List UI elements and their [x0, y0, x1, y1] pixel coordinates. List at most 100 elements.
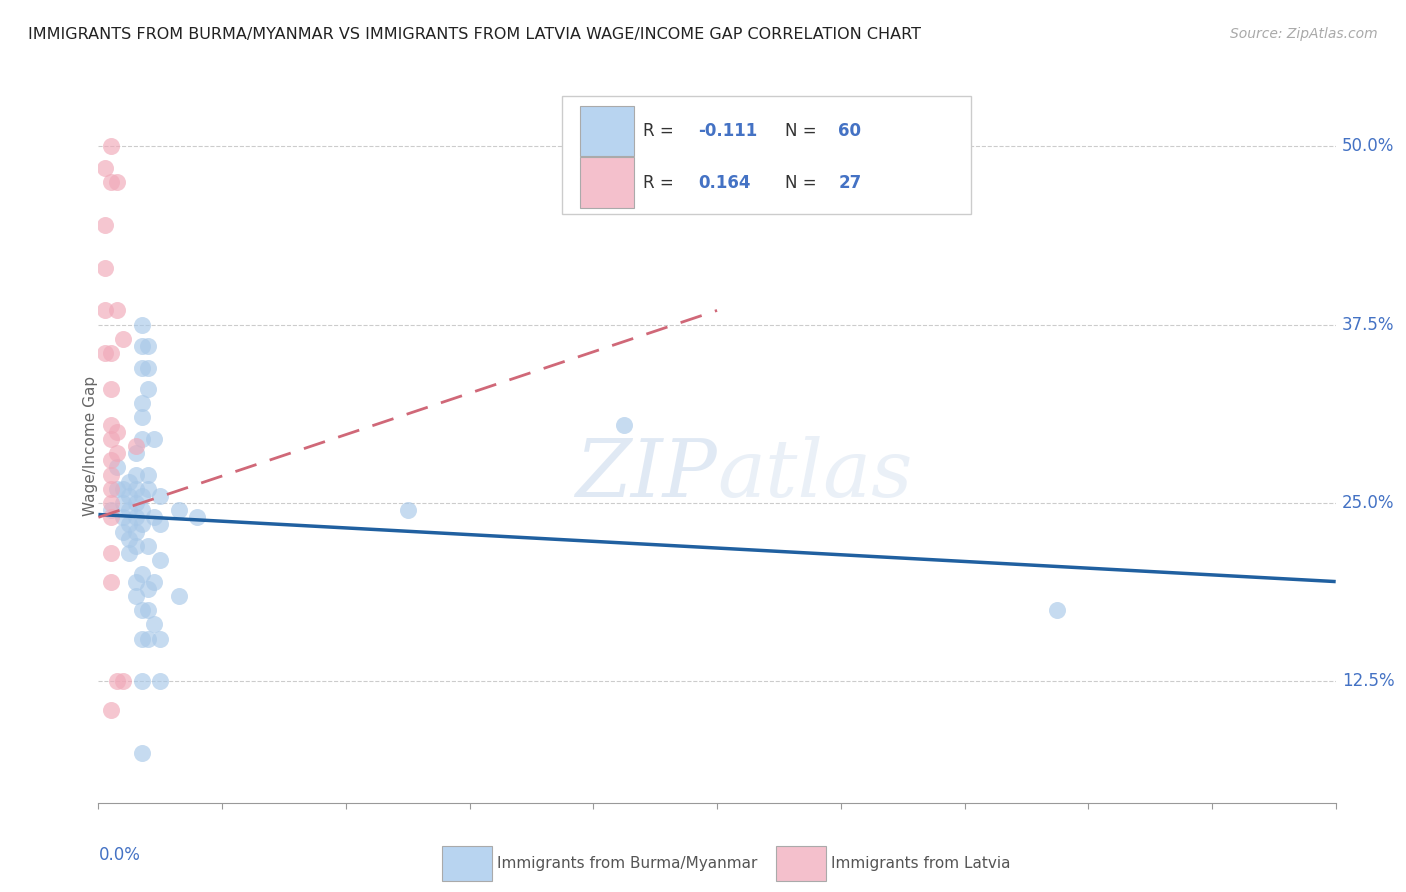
Point	[136, 467, 159, 482]
Point	[131, 410, 153, 425]
Point	[396, 503, 419, 517]
Text: IMMIGRANTS FROM BURMA/MYANMAR VS IMMIGRANTS FROM LATVIA WAGE/INCOME GAP CORRELAT: IMMIGRANTS FROM BURMA/MYANMAR VS IMMIGRA…	[28, 27, 921, 42]
Point	[112, 482, 135, 496]
Text: Immigrants from Latvia: Immigrants from Latvia	[831, 856, 1011, 871]
Text: ZIP: ZIP	[575, 436, 717, 513]
Point	[100, 703, 122, 717]
Text: atlas: atlas	[717, 436, 912, 513]
Point	[100, 510, 122, 524]
Point	[124, 539, 146, 553]
Point	[167, 503, 190, 517]
Point	[93, 303, 115, 318]
Point	[136, 603, 159, 617]
Point	[124, 467, 146, 482]
Point	[124, 482, 146, 496]
Point	[149, 632, 172, 646]
Point	[112, 524, 135, 539]
Point	[124, 589, 146, 603]
Point	[131, 360, 153, 375]
Point	[118, 546, 141, 560]
Point	[105, 460, 128, 475]
Point	[186, 510, 208, 524]
Point	[124, 510, 146, 524]
Text: 0.164: 0.164	[699, 174, 751, 192]
Text: 25.0%: 25.0%	[1341, 494, 1395, 512]
Point	[131, 567, 153, 582]
Point	[112, 674, 135, 689]
FancyBboxPatch shape	[562, 96, 970, 214]
Point	[105, 425, 128, 439]
Point	[136, 582, 159, 596]
Point	[131, 396, 153, 410]
Point	[131, 674, 153, 689]
Text: 50.0%: 50.0%	[1341, 137, 1395, 155]
Point	[118, 532, 141, 546]
Point	[100, 574, 122, 589]
Point	[136, 539, 159, 553]
FancyBboxPatch shape	[443, 847, 492, 880]
FancyBboxPatch shape	[776, 847, 825, 880]
Point	[131, 517, 153, 532]
Text: N =: N =	[785, 174, 823, 192]
Point	[131, 339, 153, 353]
Point	[118, 489, 141, 503]
Text: 0.0%: 0.0%	[98, 846, 141, 863]
Point	[136, 339, 159, 353]
Point	[131, 632, 153, 646]
Point	[100, 467, 122, 482]
Point	[100, 503, 122, 517]
Point	[143, 617, 166, 632]
Point	[93, 260, 115, 275]
Point	[131, 503, 153, 517]
Point	[100, 346, 122, 360]
Point	[112, 510, 135, 524]
Point	[124, 439, 146, 453]
Text: 37.5%: 37.5%	[1341, 316, 1395, 334]
Point	[143, 432, 166, 446]
FancyBboxPatch shape	[579, 105, 634, 156]
Point	[1046, 603, 1069, 617]
Point	[100, 432, 122, 446]
Point	[124, 574, 146, 589]
Point	[124, 524, 146, 539]
Point	[143, 574, 166, 589]
Point	[100, 496, 122, 510]
Point	[143, 510, 166, 524]
Point	[100, 382, 122, 396]
Point	[112, 332, 135, 346]
Text: Source: ZipAtlas.com: Source: ZipAtlas.com	[1230, 27, 1378, 41]
Point	[100, 417, 122, 432]
Y-axis label: Wage/Income Gap: Wage/Income Gap	[83, 376, 97, 516]
Point	[100, 175, 122, 189]
Point	[100, 546, 122, 560]
Point	[112, 496, 135, 510]
Point	[149, 553, 172, 567]
Point	[131, 603, 153, 617]
Point	[131, 432, 153, 446]
Point	[105, 482, 128, 496]
Point	[613, 417, 636, 432]
Point	[131, 489, 153, 503]
Point	[105, 303, 128, 318]
Text: N =: N =	[785, 122, 823, 140]
Point	[136, 360, 159, 375]
Point	[124, 446, 146, 460]
Text: -0.111: -0.111	[699, 122, 758, 140]
Point	[118, 503, 141, 517]
Point	[124, 496, 146, 510]
Point	[149, 517, 172, 532]
Point	[136, 632, 159, 646]
Point	[100, 453, 122, 467]
Point	[149, 674, 172, 689]
Text: Immigrants from Burma/Myanmar: Immigrants from Burma/Myanmar	[496, 856, 758, 871]
Text: 12.5%: 12.5%	[1341, 673, 1395, 690]
Text: R =: R =	[643, 174, 679, 192]
Point	[105, 674, 128, 689]
FancyBboxPatch shape	[579, 158, 634, 208]
Point	[100, 139, 122, 153]
Point	[118, 475, 141, 489]
Point	[105, 446, 128, 460]
Point	[167, 589, 190, 603]
Point	[105, 175, 128, 189]
Point	[100, 482, 122, 496]
